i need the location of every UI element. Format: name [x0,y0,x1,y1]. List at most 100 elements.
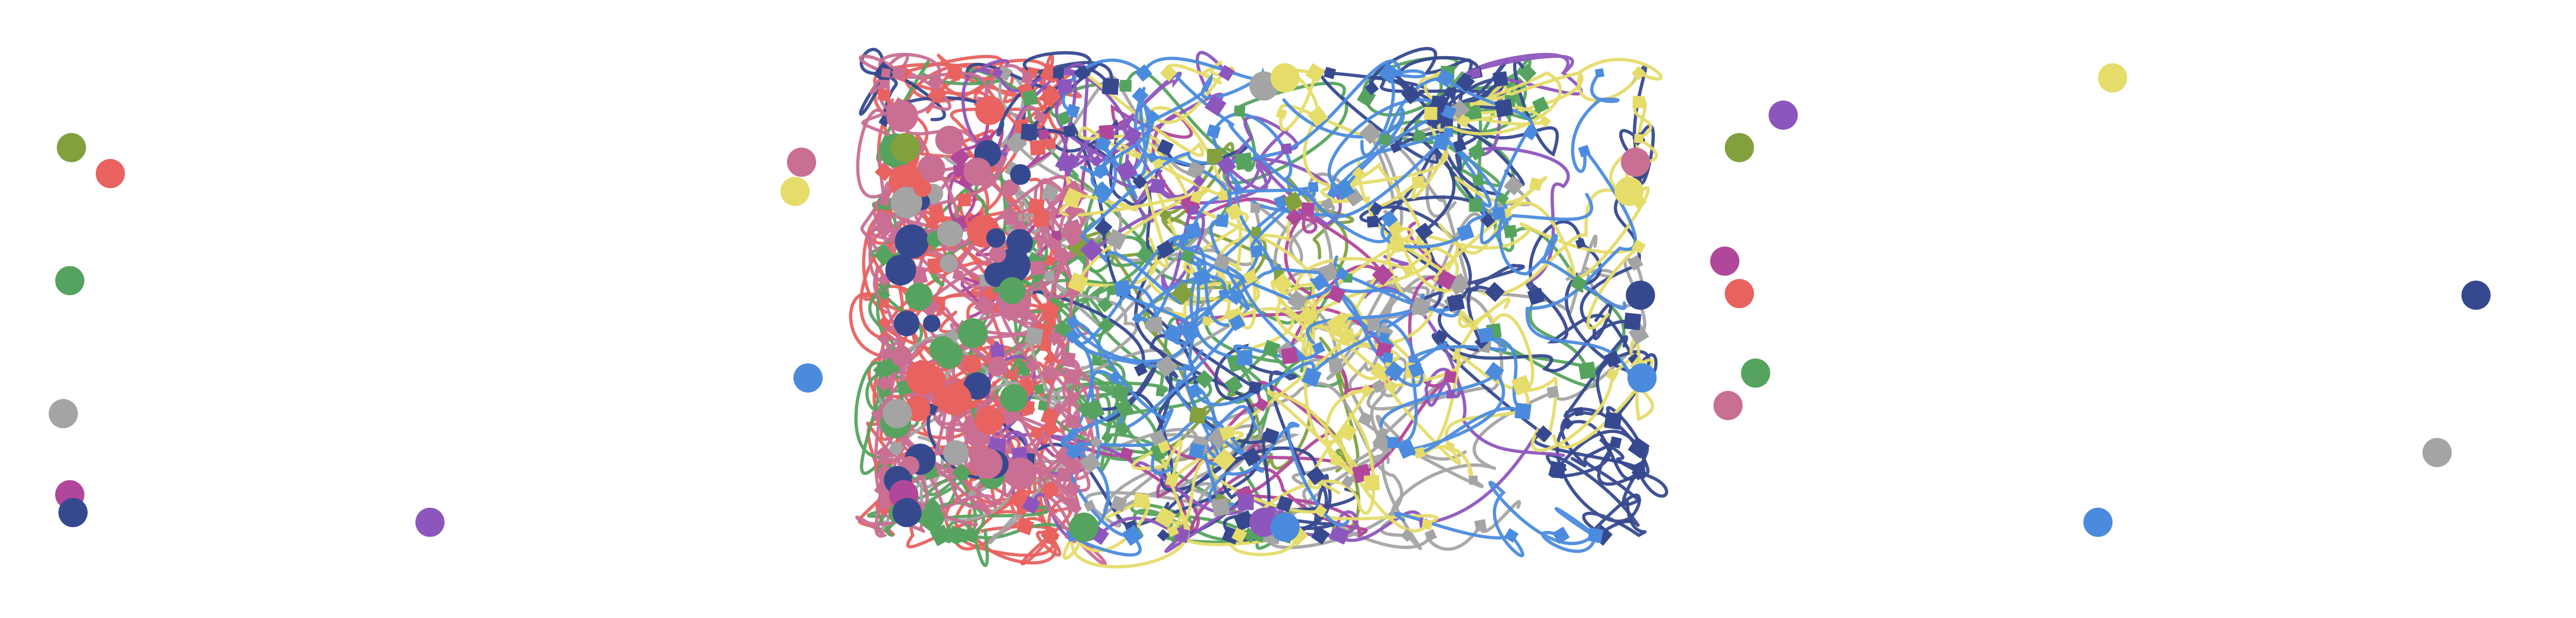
trajectory-marker-navy [1133,363,1148,376]
trajectory-marker-blue [1514,402,1532,420]
trajectory-marker-pink [1053,402,1065,415]
trajectory-marker-yellow [1243,269,1259,285]
trajectory-marker-navy [1053,67,1064,79]
trajectory-marker-gray [1041,183,1060,202]
trajectory-marker-purple [1193,175,1206,187]
scatter-point-yellow [1614,177,1644,206]
trajectory-marker-red [1040,339,1052,352]
trajectory-marker-blue [1504,528,1519,543]
trajectory-line-yellow [1266,388,1374,494]
trajectory-marker-blue [1094,163,1110,179]
trajectory-marker-red [925,216,940,231]
trajectory-marker-purple [1150,178,1166,194]
trajectory-marker-green [878,288,891,301]
trajectory-marker-green [1468,143,1486,161]
trajectory-marker-blue [1206,124,1221,139]
scatter-point-olive [57,133,86,162]
trajectory-marker-yellow [1339,328,1355,344]
trajectory-marker-gray [1025,327,1044,346]
trajectory-marker-red [927,84,947,105]
trajectory-marker-red [1043,304,1058,320]
trajectory-marker-navy [1132,174,1147,190]
trajectory-line-blue [1173,72,1316,360]
trajectory-marker-gray [1400,528,1414,542]
trajectory-marker-navy [1604,411,1622,430]
cluster-blob-red [925,368,946,389]
trajectory-marker-gray [1110,495,1127,512]
trajectory-marker-red [1008,489,1029,510]
trajectory-marker-gray [1321,197,1334,211]
scatter-point-green [55,266,84,296]
trajectory-marker-olive [1171,282,1194,305]
trajectory-marker-blue [1131,87,1149,105]
trajectory-marker-navy [1495,98,1514,117]
trajectory-marker-blue [1065,444,1080,460]
trajectory-marker-magenta [1255,397,1269,412]
trajectory-marker-red [878,297,890,309]
scatter-point-green [1741,358,1770,388]
trajectory-marker-green [1503,225,1517,238]
trajectory-marker-blue [1218,288,1229,300]
trajectory-marker-blue [1146,110,1160,124]
trajectory-line-gray [1292,295,1521,551]
scatter-point-gray [48,399,78,428]
trajectory-marker-navy [1604,350,1621,368]
trajectory-marker-navy [1480,213,1496,228]
trajectory-marker-yellow [1414,447,1426,459]
trajectory-marker-navy [1527,287,1545,305]
trajectory-marker-green [1262,339,1281,358]
trajectory-marker-gray [996,65,1013,81]
trajectory-marker-yellow [1421,519,1433,530]
trajectory-line-yellow [1279,68,1435,388]
trajectory-marker-blue [1381,210,1398,228]
cluster-blob-navy [986,228,1006,248]
trajectory-marker-blue [1587,527,1604,543]
trajectory-marker-green [1467,105,1482,121]
trajectory-marker-pink [1064,390,1080,406]
trajectory-marker-yellow [1067,272,1089,294]
scatter-point-blue [1627,363,1657,393]
trajectory-marker-magenta [1443,370,1457,384]
trajectory-marker-pink [927,73,945,91]
trajectory-marker-yellow [1335,312,1349,325]
trajectory-marker-yellow [1157,440,1171,454]
scatter-point-blue [1270,512,1300,542]
trajectory-marker-magenta [1098,125,1114,141]
trajectory-marker-green [1136,245,1154,264]
trajectory-marker-blue [1250,244,1263,258]
trajectory-marker-navy [1364,81,1379,96]
trajectory-marker-pink [879,79,889,89]
trajectory-marker-pink [876,375,893,392]
trajectory-marker-blue [1108,371,1121,384]
trajectory-marker-green [1180,249,1195,263]
trajectory-marker-yellow [1632,95,1646,109]
scatter-point-pink [787,147,817,177]
cluster-blob-pink [891,346,912,367]
trajectory-marker-navy [1562,417,1574,430]
trajectory-marker-yellow [1529,177,1543,191]
trajectory-marker-blue [1095,136,1111,152]
trajectory-marker-blue [1397,440,1416,459]
trajectory-marker-navy [1548,460,1567,479]
trajectory-marker-pink [1033,110,1046,124]
trajectory-marker-yellow [1631,65,1646,80]
trajectory-marker-green [1235,152,1253,170]
trajectory-marker-pink [1065,414,1080,429]
trajectory-marker-pink [1057,468,1072,482]
trajectory-marker-blue [1522,125,1538,141]
trajectory-marker-green [1224,375,1243,394]
scatter-point-navy [58,497,88,527]
trajectory-marker-pink [1045,236,1061,251]
trajectory-marker-blue [1179,234,1190,245]
trajectory-marker-blue [1444,128,1453,138]
trajectory-marker-green [1092,356,1102,366]
trajectory-line-blue [1061,370,1142,557]
trajectory-marker-purple [1057,79,1073,94]
trajectory-marker-pink [877,454,891,468]
trajectory-marker-green [1496,192,1509,205]
cluster-blob-pink [1002,179,1019,196]
trajectory-marker-yellow [1369,362,1388,380]
trajectory-marker-blue [1228,314,1246,332]
trajectory-marker-blue [1311,273,1329,291]
trajectory-marker-green [1077,400,1095,418]
